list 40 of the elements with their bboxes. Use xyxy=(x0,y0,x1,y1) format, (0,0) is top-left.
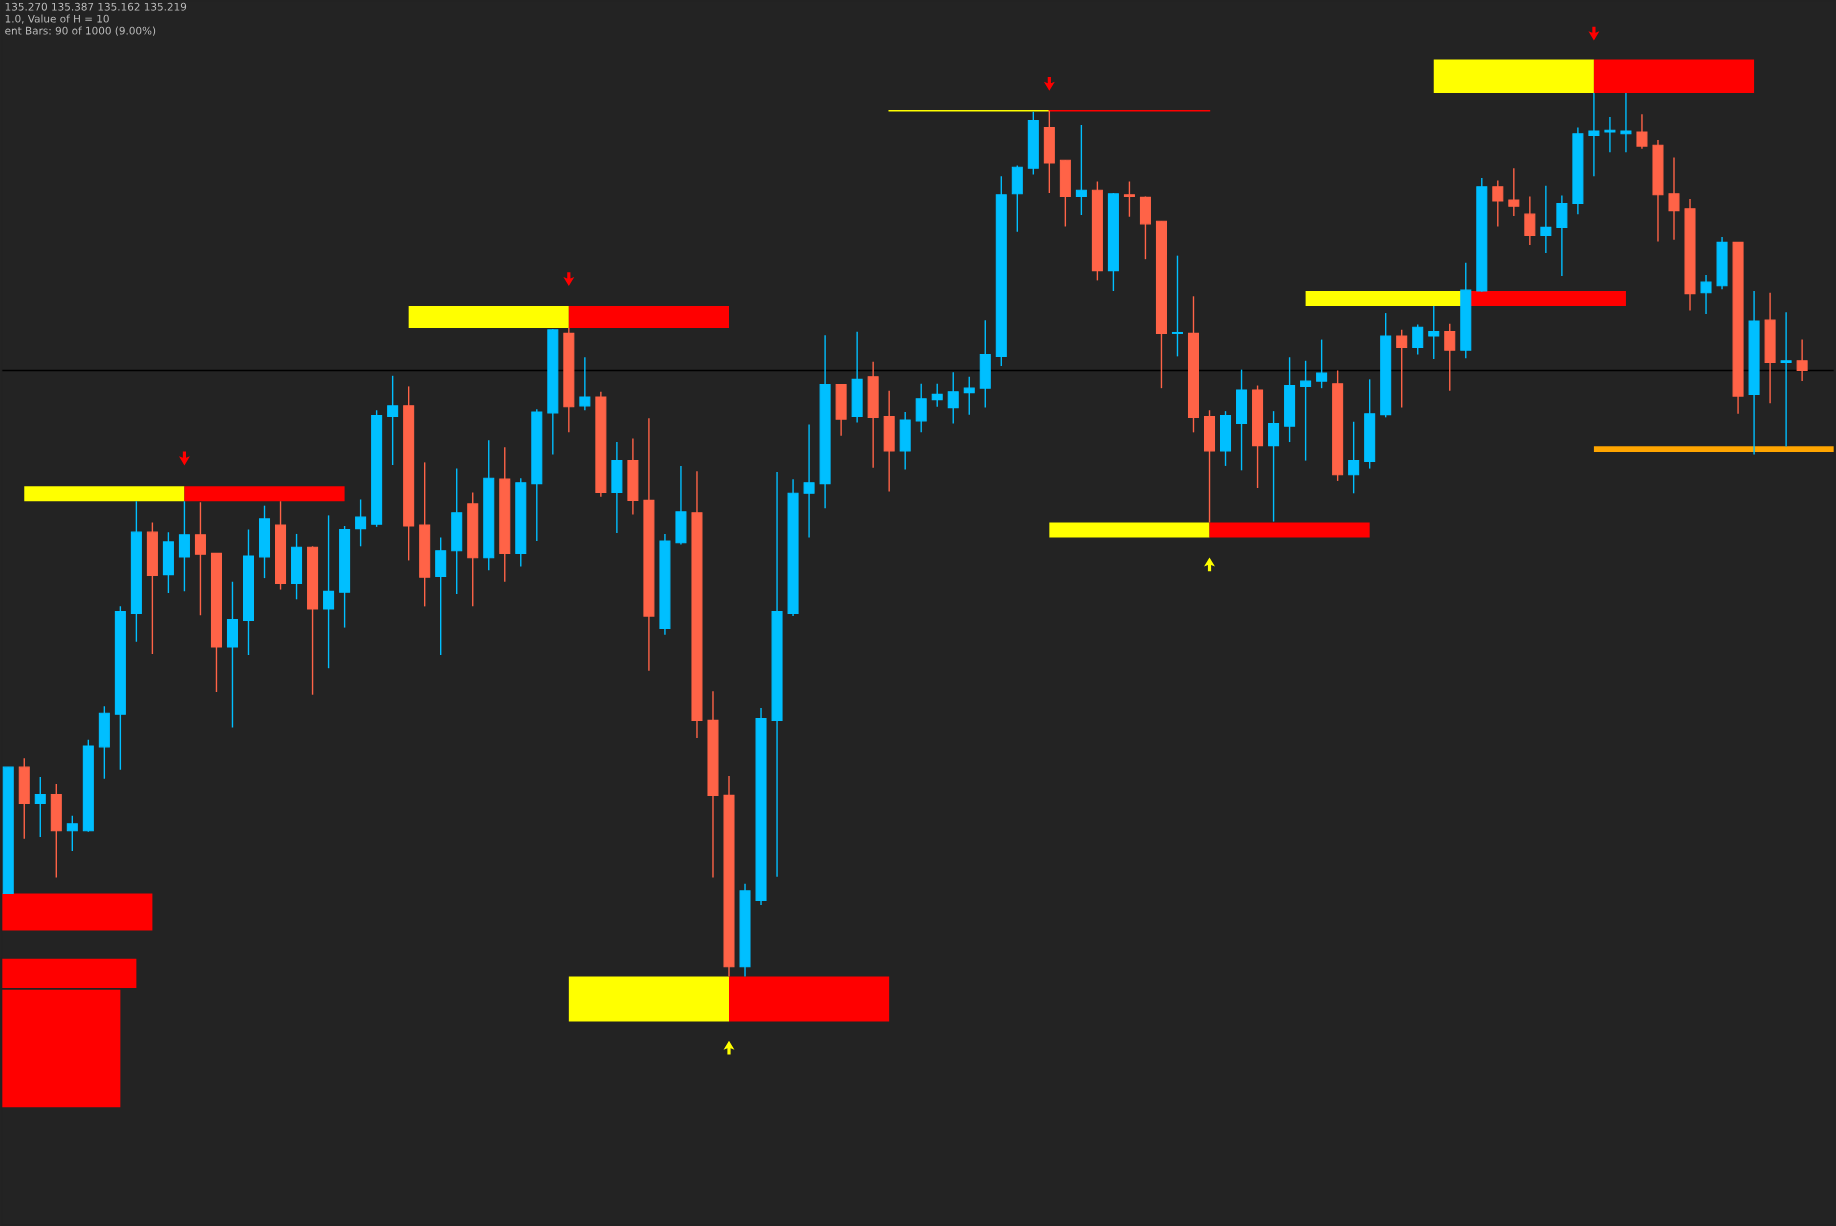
candlestick xyxy=(1636,113,1648,150)
candlestick xyxy=(1316,338,1328,389)
candlestick xyxy=(1620,92,1632,153)
candlestick xyxy=(387,375,399,466)
candlestick xyxy=(1604,116,1616,153)
candlestick xyxy=(1700,274,1712,315)
candlestick xyxy=(1524,195,1536,246)
candlestick xyxy=(1780,311,1792,448)
candlestick xyxy=(355,498,367,547)
candlestick xyxy=(34,776,46,838)
candlestick xyxy=(1348,421,1360,494)
candlestick xyxy=(1588,92,1600,177)
candlestick xyxy=(1556,194,1568,277)
candlestick xyxy=(931,383,943,408)
candlestick xyxy=(1171,254,1183,358)
candlestick xyxy=(1300,360,1312,462)
candlestick xyxy=(1428,305,1440,360)
candlestick xyxy=(1540,185,1552,254)
candlestick xyxy=(947,371,959,425)
candlestick xyxy=(194,501,206,616)
text: ent Bars: 90 of 1000 (9.00%) xyxy=(5,26,156,36)
candlestick xyxy=(1268,410,1280,523)
candlestick xyxy=(1075,124,1087,216)
candlestick xyxy=(915,383,927,434)
text: 135.270 135.387 135.162 135.219 xyxy=(5,2,187,11)
candlestick xyxy=(323,514,335,669)
candlestick xyxy=(1796,338,1808,382)
candlestick xyxy=(66,815,78,852)
candlestick xyxy=(1123,180,1135,218)
candlestick xyxy=(1396,329,1408,409)
candlestick xyxy=(1668,156,1680,241)
candlestick xyxy=(1444,322,1456,392)
candlestick xyxy=(1412,323,1424,356)
candlestick xyxy=(579,356,591,411)
candlestick xyxy=(1508,167,1520,217)
candlestick xyxy=(1492,179,1504,228)
candlestick xyxy=(963,375,975,416)
candlestick xyxy=(803,423,815,539)
candlestick xyxy=(178,500,190,593)
text: 1.0, Value of H = 10 xyxy=(5,14,109,24)
